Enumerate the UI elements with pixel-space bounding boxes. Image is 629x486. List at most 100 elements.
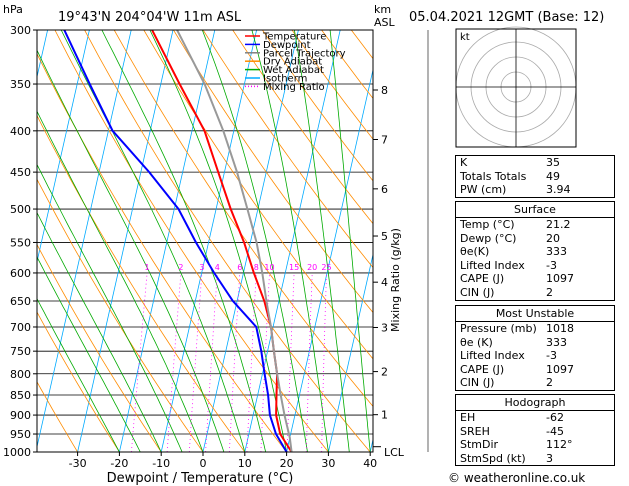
km-label: km <box>374 3 391 16</box>
panel-row: CAPE (J) 1097 <box>456 363 614 377</box>
panel-row-value: 333 <box>546 335 567 349</box>
mixing-ratio-label: 1 <box>145 263 150 272</box>
mixing-ratio-label: 20 <box>307 263 317 272</box>
km-tick-label: 7 <box>381 133 388 146</box>
location-title: 19°43'N 204°04'W 11m ASL <box>58 10 242 25</box>
pressure-tick-label: 500 <box>10 203 31 216</box>
panel-row-value: -45 <box>546 424 564 438</box>
mixing-ratio-label: 25 <box>321 263 331 272</box>
mixing-ratio-axis-label: Mixing Ratio (g/kg) <box>389 228 402 332</box>
km-tick-label: 3 <box>381 321 388 334</box>
panel-row-value: -3 <box>546 349 557 363</box>
pressure-tick-label: 650 <box>10 295 31 308</box>
panel-row-label: Temp (°C) <box>460 218 515 231</box>
wet-adiabat-line <box>37 110 204 452</box>
mixing-ratio-line <box>131 272 148 452</box>
date-title: 05.04.2021 12GMT (Base: 12) <box>409 10 604 25</box>
dry-adiabat-line <box>113 30 373 407</box>
pressure-tick-label: 750 <box>10 345 31 358</box>
panel-row-label: StmSpd (kt) <box>460 451 526 465</box>
dry-adiabat-line <box>54 30 329 452</box>
pressure-tick-label: 1000 <box>3 446 31 459</box>
x-tick-label: -30 <box>69 457 87 470</box>
isotherm-line <box>37 30 132 449</box>
legend-label: Mixing Ratio <box>263 82 325 93</box>
x-tick-label: 10 <box>238 457 252 470</box>
panel-row-value: 2 <box>546 376 553 390</box>
dry-adiabat-line <box>232 30 373 225</box>
panel-row-value: 21.2 <box>546 218 571 231</box>
dry-adiabat-line <box>262 30 373 182</box>
lcl-label: LCL <box>384 446 405 459</box>
wet-adiabat-line <box>201 30 308 452</box>
pressure-tick-label: 550 <box>10 236 31 249</box>
mixing-ratio-line <box>205 272 218 452</box>
panel-row-label: CIN (J) <box>460 285 495 299</box>
dry-adiabat-line <box>173 30 373 314</box>
panel-row-label: Pressure (mb) <box>460 322 537 335</box>
panel-row: Lifted Index -3 <box>456 259 614 273</box>
wet-adiabat-line <box>251 30 329 452</box>
x-tick-label: 0 <box>200 457 207 470</box>
panel-row-label: EH <box>460 411 476 424</box>
panel-row: K 35 <box>456 156 614 170</box>
panel-row: StmSpd (kt) 3 <box>456 452 614 466</box>
isotherm-line <box>160 30 257 452</box>
most-unstable-panel: Most Unstable Pressure (mb) 1018 θe (K) 333… <box>455 305 615 391</box>
mixing-ratio-line <box>166 272 182 452</box>
km-tick-label: 2 <box>381 366 388 379</box>
wet-adiabat-line <box>37 211 162 452</box>
dry-adiabat-line <box>37 243 162 452</box>
panel-row-value: 3 <box>546 451 553 465</box>
wet-adiabat-line <box>60 30 246 452</box>
hodograph-kt-label: kt <box>460 32 470 43</box>
panel-row-value: 20 <box>546 231 560 245</box>
mixing-ratio-label: 10 <box>264 263 274 272</box>
panel-row-value: 35 <box>546 156 560 169</box>
isotherm-line <box>286 67 373 452</box>
panel-row-label: Totals Totals <box>460 169 527 183</box>
series-line-dewpoint <box>63 30 288 452</box>
panel-row-label: K <box>460 156 468 169</box>
pressure-tick-label: 600 <box>10 267 31 280</box>
isotherm-line <box>328 252 373 452</box>
series-line-temperature <box>151 30 293 452</box>
pressure-tick-label: 400 <box>10 125 31 138</box>
dry-adiabat-line <box>84 30 371 452</box>
panel-row: θe(K) 333 <box>456 245 614 259</box>
panel-row-label: Dewp (°C) <box>460 231 517 245</box>
mixing-ratio-line <box>246 272 257 452</box>
x-axis-label: Dewpoint / Temperature (°C) <box>107 471 294 486</box>
mixing-ratio-label: 3 <box>199 263 204 272</box>
legend-label: Wet Adiabat <box>263 65 324 76</box>
dry-adiabat-line <box>37 178 204 452</box>
panel-row-label: CIN (J) <box>460 376 495 390</box>
wet-adiabat-line <box>37 163 183 452</box>
hpa-label: hPa <box>3 3 23 16</box>
isotherm-line <box>119 30 216 452</box>
panel-row-label: θe (K) <box>460 335 493 349</box>
isotherm-line <box>244 30 341 452</box>
wet-adiabat-line <box>37 49 225 452</box>
most-unstable-title: Most Unstable <box>456 306 614 322</box>
panel-row-label: CAPE (J) <box>460 362 505 376</box>
panel-row-label: StmDir <box>460 438 499 452</box>
km-tick-label: 4 <box>381 276 388 289</box>
mixing-ratio-line <box>229 272 241 452</box>
dry-adiabat-line <box>37 311 120 452</box>
panel-row-value: 1097 <box>546 272 574 286</box>
km-tick-label: 8 <box>381 84 388 97</box>
panel-row: θe (K) 333 <box>456 336 614 350</box>
wet-adiabat-line <box>101 30 267 452</box>
x-tick-label: 40 <box>363 457 377 470</box>
legend-label: Parcel Trajectory <box>263 48 346 59</box>
isotherm-line <box>37 30 90 264</box>
panel-row: CIN (J) 2 <box>456 376 614 390</box>
panel-row: SREH -45 <box>456 425 614 439</box>
series-line-parcel-trajectory <box>176 30 293 452</box>
legend-label: Temperature <box>262 32 326 43</box>
mixing-ratio-label: 8 <box>254 263 259 272</box>
isotherm-line <box>77 30 174 452</box>
panel-row-value: 1018 <box>546 322 574 335</box>
